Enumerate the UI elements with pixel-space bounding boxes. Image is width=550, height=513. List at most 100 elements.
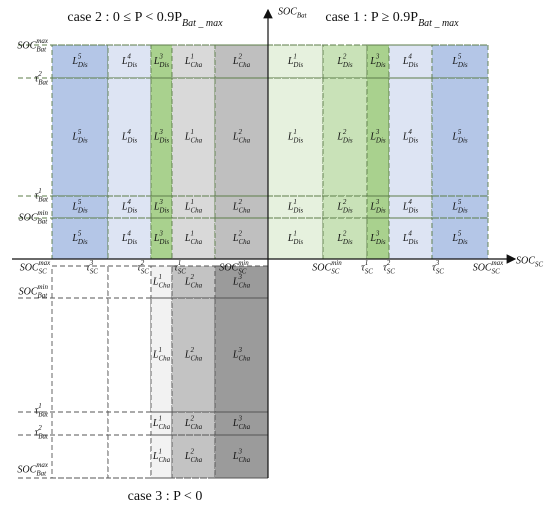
x-tick-label: SOC — [20, 262, 39, 273]
x-tick-label-sub: SC — [178, 268, 187, 276]
x-tick-label: τ — [432, 262, 436, 273]
cell-label: L — [287, 131, 294, 142]
y-tick-label: SOC — [17, 464, 36, 475]
y-tick-label-sup: max — [36, 37, 49, 45]
cell-label: L — [184, 56, 191, 67]
cell-label: L — [184, 201, 191, 212]
cell-label-sup: 3 — [375, 230, 380, 238]
cell-label: L — [232, 418, 239, 429]
x-tick-label-sub: SC — [238, 268, 247, 276]
x-tick-label: SOC — [219, 262, 238, 273]
cell-label-sub: Cha — [238, 456, 250, 464]
cell-label-sub: Cha — [238, 282, 250, 290]
cell-label: L — [402, 56, 409, 67]
cell-label-sub: Cha — [238, 423, 250, 431]
cell-label-sub: Dis — [126, 207, 137, 215]
axis-label: SOC — [516, 255, 535, 266]
cell-label: L — [121, 56, 128, 67]
case-title: case 2 : 0 ≤ P < 0.9P — [67, 10, 182, 25]
cell-label-sup: 3 — [375, 53, 380, 61]
cell-label: L — [152, 451, 159, 462]
cell — [267, 77, 324, 197]
cell-label-sup: 5 — [78, 53, 82, 61]
axis-label-sub: SC — [535, 261, 544, 269]
cell-label-sup: 1 — [190, 128, 194, 136]
y-tick-label: τ — [35, 405, 39, 416]
cell-label-sub: Dis — [126, 238, 137, 246]
case-title-sub: Bat _ max — [418, 18, 459, 29]
cell-label-sup: 2 — [343, 198, 347, 206]
x-tick-label-sup: min — [238, 259, 249, 267]
cell-label: L — [152, 276, 159, 287]
cell-label-sup: 1 — [190, 198, 194, 206]
cell — [267, 44, 324, 79]
cell-label-sub: Dis — [375, 61, 386, 69]
cell-label-sub: Cha — [190, 456, 202, 464]
cell-label-sup: 1 — [293, 53, 297, 61]
cell-label-sup: 3 — [158, 230, 163, 238]
cell-label-sup: 4 — [127, 128, 131, 136]
cell-label-sup: 1 — [293, 198, 297, 206]
cell-label: L — [451, 56, 458, 67]
cell-label: L — [184, 418, 191, 429]
cell-label-sup: 5 — [458, 198, 462, 206]
cell-label-sup: 5 — [78, 128, 82, 136]
y-tick-label-sub: Bat — [38, 292, 49, 300]
cell — [171, 217, 216, 260]
cell-label-sup: 4 — [408, 53, 412, 61]
cell-label: L — [184, 233, 191, 244]
cell-label-sub: Dis — [457, 137, 468, 145]
cell-label-sup: 4 — [408, 198, 412, 206]
cell-label-sub: Cha — [158, 456, 170, 464]
cell-label: L — [153, 131, 160, 142]
cell-label-sub: Dis — [158, 238, 169, 246]
cell-empty — [51, 265, 109, 479]
cell-label-sub: Cha — [190, 355, 202, 363]
cell-label: L — [232, 349, 239, 360]
cell-label-sup: 3 — [237, 448, 242, 456]
x-tick-label-sub: SC — [331, 268, 340, 276]
x-tick-label-sub: SC — [141, 268, 150, 276]
cell-label-sub: Dis — [77, 137, 88, 145]
cell-label: L — [232, 131, 239, 142]
cell-label-sup: 4 — [127, 198, 131, 206]
cell-empty — [107, 265, 152, 479]
cell-label: L — [153, 56, 160, 67]
cell-label: L — [369, 131, 376, 142]
cell-label: L — [402, 131, 409, 142]
cell-label: L — [336, 56, 343, 67]
x-tick-label: τ — [86, 262, 90, 273]
cell-label-sup: 3 — [237, 346, 242, 354]
cell-label: L — [71, 233, 78, 244]
cell-label-sub: Dis — [375, 137, 386, 145]
cell-label-sup: 3 — [158, 128, 163, 136]
axis-label-sub: Bat — [297, 12, 308, 20]
axis-label: SOC — [278, 6, 297, 17]
y-tick-label: SOC — [19, 286, 38, 297]
cell-label: L — [369, 201, 376, 212]
cell-label: L — [71, 201, 78, 212]
cell — [267, 217, 324, 260]
cell-label-sup: 3 — [237, 273, 242, 281]
y-tick-label: SOC — [19, 212, 38, 223]
x-tick-label-sub: SC — [436, 268, 445, 276]
cell — [214, 297, 269, 413]
x-tick-label: τ — [174, 262, 178, 273]
x-tick-label-sup: 1 — [178, 259, 182, 267]
y-tick-label-sup: 1 — [38, 187, 42, 195]
cell-label-sup: 2 — [238, 230, 242, 238]
cell-label: L — [369, 233, 376, 244]
cell — [171, 77, 216, 197]
cell-label-sup: 1 — [293, 128, 297, 136]
cell-label-sup: 3 — [158, 198, 163, 206]
cell-label-sub: Dis — [457, 207, 468, 215]
cell — [322, 217, 368, 260]
cell-label: L — [152, 418, 159, 429]
cell-label: L — [287, 56, 294, 67]
cell-label-sup: 3 — [158, 53, 163, 61]
cell-label-sup: 2 — [238, 53, 242, 61]
y-tick-label-sub: Bat — [38, 411, 49, 419]
y-tick-label-sub: Bat — [38, 196, 49, 204]
cell-label-sub: Dis — [292, 238, 303, 246]
cell-label-sub: Cha — [190, 238, 202, 246]
